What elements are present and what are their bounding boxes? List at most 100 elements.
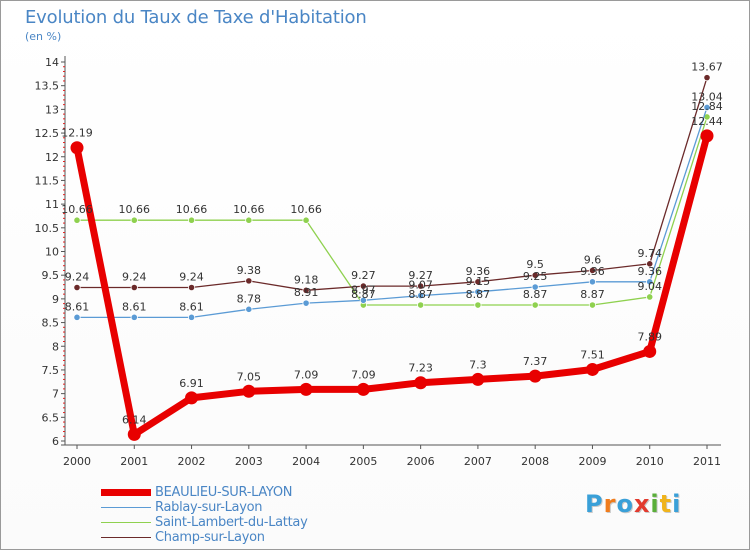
y-tick-label: 12 xyxy=(45,151,59,164)
y-tick-label: 6.5 xyxy=(42,411,60,424)
data-label: 9.36 xyxy=(580,265,605,278)
data-label: 9.38 xyxy=(237,264,262,277)
data-label: 7.09 xyxy=(351,368,376,381)
y-tick-label: 8 xyxy=(52,340,59,353)
data-point xyxy=(130,216,138,224)
data-point xyxy=(417,282,425,290)
x-tick-label: 2000 xyxy=(63,455,91,468)
x-tick-label: 2004 xyxy=(292,455,320,468)
x-tick-label: 2006 xyxy=(407,455,435,468)
data-point xyxy=(531,283,539,291)
data-point xyxy=(187,283,196,292)
data-point xyxy=(588,301,597,309)
y-tick-label: 11.5 xyxy=(35,174,60,187)
data-label: 7.09 xyxy=(294,368,319,381)
proxiti-logo: Proxiti xyxy=(585,490,681,518)
data-point xyxy=(474,301,482,309)
legend-label: Rablay-sur-Layon xyxy=(155,500,263,515)
chart-subtitle: (en %) xyxy=(25,30,62,43)
data-label: 12.84 xyxy=(691,100,723,113)
data-point xyxy=(73,283,81,292)
legend-label: Saint-Lambert-du-Lattay xyxy=(155,515,308,530)
data-label: 7.37 xyxy=(523,355,548,368)
data-point xyxy=(528,369,542,383)
data-point xyxy=(187,216,196,224)
data-point xyxy=(414,376,428,390)
data-point xyxy=(643,344,657,358)
data-label: 13.04 xyxy=(691,90,723,103)
data-label: 7.05 xyxy=(237,370,262,383)
data-label: 8.91 xyxy=(294,286,319,299)
data-label: 9.5 xyxy=(526,258,544,271)
x-tick-label: 2011 xyxy=(693,455,721,468)
data-point xyxy=(474,288,482,296)
data-label: 8.61 xyxy=(65,300,90,313)
x-tick-label: 2002 xyxy=(178,455,206,468)
data-label: 8.78 xyxy=(237,292,262,305)
logo-letter: i xyxy=(672,490,682,518)
data-label: 8.87 xyxy=(466,288,491,301)
data-label: 10.66 xyxy=(119,203,151,216)
logo-letter: x xyxy=(633,490,651,518)
logo-letter: i xyxy=(650,490,660,518)
x-tick-label: 2005 xyxy=(349,455,377,468)
data-label: 7.3 xyxy=(469,358,487,371)
data-point xyxy=(646,293,654,301)
data-label: 10.66 xyxy=(233,203,265,216)
y-tick-label: 12.5 xyxy=(35,127,60,140)
y-tick-label: 7.5 xyxy=(42,364,60,377)
data-point xyxy=(471,372,485,386)
data-label: 9.15 xyxy=(466,275,491,288)
x-tick-label: 2009 xyxy=(578,455,606,468)
y-tick-label: 11 xyxy=(45,198,59,211)
logo-letter: r xyxy=(603,490,617,518)
data-label: 8.87 xyxy=(351,288,376,301)
data-label: 9.18 xyxy=(294,273,319,286)
data-label: 12.44 xyxy=(691,115,723,128)
y-tick-label: 14 xyxy=(45,56,59,69)
legend-label: BEAULIEU-SUR-LAYON xyxy=(155,485,293,500)
series-line xyxy=(73,132,711,438)
data-label: 9.25 xyxy=(523,270,548,283)
series-line xyxy=(76,106,708,319)
data-label: 8.61 xyxy=(179,300,204,313)
data-point xyxy=(417,291,425,300)
data-label: 12.19 xyxy=(61,127,93,140)
y-tick-label: 10.5 xyxy=(35,222,60,235)
data-point xyxy=(302,286,310,294)
data-point xyxy=(130,283,138,292)
data-point xyxy=(646,278,654,286)
data-point xyxy=(242,384,256,398)
legend-swatch xyxy=(101,507,151,508)
data-label: 9.74 xyxy=(637,247,662,260)
x-tick-label: 2008 xyxy=(521,455,549,468)
y-tick-label: 9.5 xyxy=(42,269,60,282)
data-label: 8.61 xyxy=(122,300,147,313)
data-point xyxy=(187,313,196,321)
legend-swatch xyxy=(101,489,151,496)
data-label: 8.87 xyxy=(408,288,433,301)
data-label: 9.04 xyxy=(637,280,662,293)
data-label: 9.27 xyxy=(351,269,376,282)
y-tick-label: 7 xyxy=(52,388,59,401)
data-label: 8.97 xyxy=(351,283,376,296)
x-tick-label: 2010 xyxy=(636,455,664,468)
y-tick-label: 6 xyxy=(52,435,59,448)
data-label: 9.24 xyxy=(179,271,204,284)
data-label: 9.24 xyxy=(122,271,147,284)
chart-title: Evolution du Taux de Taxe d'Habitation xyxy=(25,7,367,28)
data-point xyxy=(245,216,253,224)
data-point xyxy=(356,382,370,396)
data-point xyxy=(245,277,253,285)
logo-letter: P xyxy=(585,490,604,518)
data-point xyxy=(588,266,597,275)
data-label: 7.89 xyxy=(637,330,662,343)
data-point xyxy=(299,382,313,396)
data-label: 10.66 xyxy=(176,203,208,216)
y-tick-label: 10 xyxy=(45,246,59,259)
legend-label: Champ-sur-Layon xyxy=(155,530,265,545)
data-label: 7.51 xyxy=(580,348,605,361)
data-label: 9.27 xyxy=(408,269,433,282)
x-tick-label: 2007 xyxy=(464,455,492,468)
